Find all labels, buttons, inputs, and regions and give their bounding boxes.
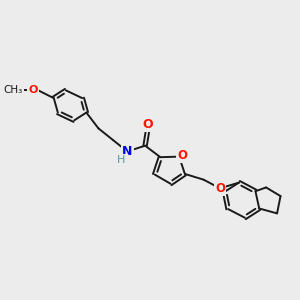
Text: O: O [28,85,38,94]
Text: O: O [178,149,188,162]
Text: CH₃: CH₃ [4,85,23,94]
Text: H: H [117,155,125,165]
Text: O: O [143,118,153,131]
Text: O: O [215,182,225,195]
Text: N: N [122,145,132,158]
